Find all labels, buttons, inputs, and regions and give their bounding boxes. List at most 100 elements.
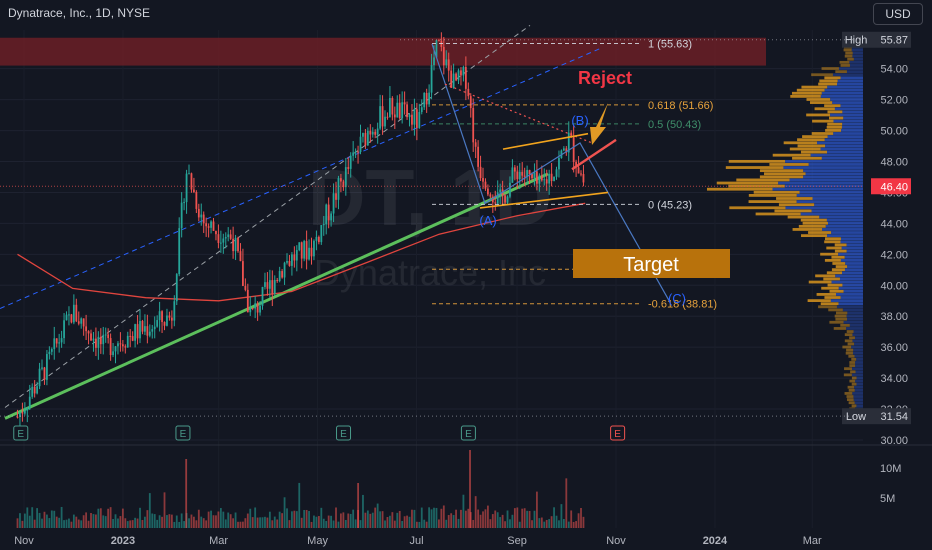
candle-up bbox=[23, 410, 26, 414]
candle-down bbox=[43, 367, 46, 380]
volume-profile-bar-up bbox=[827, 110, 843, 114]
last-price-bg bbox=[871, 178, 911, 195]
candle-down bbox=[391, 97, 394, 115]
chart-title: Dynatrace, Inc., 1D, NYSE bbox=[8, 6, 151, 20]
candle-up bbox=[384, 116, 386, 127]
candle-up bbox=[200, 214, 203, 218]
volume-bar bbox=[295, 511, 298, 528]
descending-resistance bbox=[444, 83, 593, 144]
volume-spike-bar bbox=[469, 450, 471, 528]
candle-down bbox=[327, 204, 330, 221]
candle-up bbox=[180, 202, 183, 229]
volume-bar bbox=[303, 510, 306, 528]
volume-bar bbox=[565, 478, 568, 528]
candle-down bbox=[347, 167, 350, 169]
volume-profile-bar-up bbox=[833, 327, 847, 330]
trend-channel bbox=[0, 24, 601, 420]
volume-profile-bar-up bbox=[824, 76, 841, 80]
abc-wave-path bbox=[431, 43, 671, 303]
candle-down bbox=[16, 416, 19, 418]
volume-profile-bar-up bbox=[814, 107, 835, 111]
candle-down bbox=[141, 320, 144, 332]
volume-profile-bar-down bbox=[824, 138, 863, 142]
volume-profile-bar-up bbox=[815, 274, 836, 278]
volume-bar bbox=[555, 515, 558, 528]
candle-up bbox=[219, 242, 222, 244]
volume-profile-bar-down bbox=[820, 147, 863, 151]
candle-up bbox=[183, 202, 186, 204]
volume-profile-bar-down bbox=[822, 228, 863, 231]
candle-up bbox=[102, 334, 105, 345]
volume-bar bbox=[281, 513, 284, 528]
fib-level-label: 1 (55.63) bbox=[648, 38, 692, 50]
volume-profile-bar-down bbox=[853, 348, 863, 352]
volume-bar bbox=[364, 512, 367, 528]
candle-up bbox=[166, 315, 168, 326]
volume-bar bbox=[415, 521, 418, 528]
volume-profile-bar-up bbox=[851, 382, 857, 386]
volume-profile-bar-up bbox=[755, 212, 801, 216]
volume-bar bbox=[418, 521, 421, 528]
candle-down bbox=[474, 142, 477, 147]
candle-up bbox=[548, 173, 551, 184]
candle-down bbox=[342, 181, 345, 188]
volume-bar bbox=[102, 515, 105, 528]
volume-bar bbox=[352, 509, 355, 528]
price-tick-label: 52.00 bbox=[880, 95, 908, 107]
candle-down bbox=[381, 106, 384, 127]
wave-label-b: (B) bbox=[571, 113, 588, 128]
volume-bar bbox=[288, 520, 291, 528]
currency-button[interactable]: USD bbox=[873, 3, 923, 25]
volume-profile-bar-down bbox=[846, 314, 863, 318]
earnings-marker bbox=[336, 425, 352, 441]
volume-bar bbox=[548, 519, 551, 528]
volume-bar bbox=[349, 513, 352, 528]
volume-bar bbox=[386, 517, 389, 528]
volume-profile-bar-up bbox=[851, 376, 857, 380]
volume-bar bbox=[516, 507, 519, 528]
volume-profile-bar-up bbox=[851, 404, 857, 408]
price-tick-label: 48.00 bbox=[880, 157, 908, 169]
candle-down bbox=[479, 166, 482, 179]
volume-bar bbox=[95, 514, 97, 528]
time-tick-label: Nov bbox=[606, 535, 626, 547]
volume-profile-bar-down bbox=[812, 197, 863, 200]
volume-bar bbox=[543, 521, 546, 528]
time-tick-label: Mar bbox=[209, 535, 228, 547]
volume-bar bbox=[536, 491, 538, 528]
volume-profile-bar-up bbox=[706, 187, 773, 191]
volume-bar bbox=[457, 518, 460, 528]
candle-up bbox=[295, 250, 298, 261]
time-tick-label: 2024 bbox=[703, 535, 728, 547]
candle-up bbox=[313, 240, 315, 257]
candle-up bbox=[433, 57, 435, 66]
volume-bar bbox=[499, 517, 502, 528]
volume-profile-bar-up bbox=[829, 116, 844, 120]
volume-profile-bar-up bbox=[802, 221, 828, 225]
volume-profile-bar-down bbox=[842, 308, 863, 312]
candle-down bbox=[75, 304, 78, 322]
volume-profile-bar-down bbox=[832, 73, 863, 77]
candle-down bbox=[575, 161, 578, 168]
volume-profile-bar-up bbox=[834, 243, 847, 247]
volume-bar bbox=[229, 514, 232, 528]
volume-bar bbox=[433, 507, 435, 528]
volume-profile-bar-up bbox=[800, 218, 827, 222]
volume-bar bbox=[158, 515, 161, 528]
candle-up bbox=[273, 280, 276, 294]
volume-bar bbox=[366, 510, 369, 528]
volume-profile-bar-down bbox=[810, 153, 863, 157]
volume-profile-bar-up bbox=[820, 302, 839, 306]
candle-up bbox=[156, 320, 159, 327]
candle-up bbox=[567, 132, 570, 153]
volume-bar bbox=[474, 496, 477, 528]
candle-up bbox=[72, 304, 75, 323]
volume-bar bbox=[224, 519, 227, 528]
channel-upper-line bbox=[4, 24, 531, 408]
volume-bar bbox=[511, 514, 514, 528]
volume-bar bbox=[327, 515, 330, 528]
volume-bar bbox=[521, 508, 524, 528]
high-price-value: 55.87 bbox=[880, 35, 908, 47]
